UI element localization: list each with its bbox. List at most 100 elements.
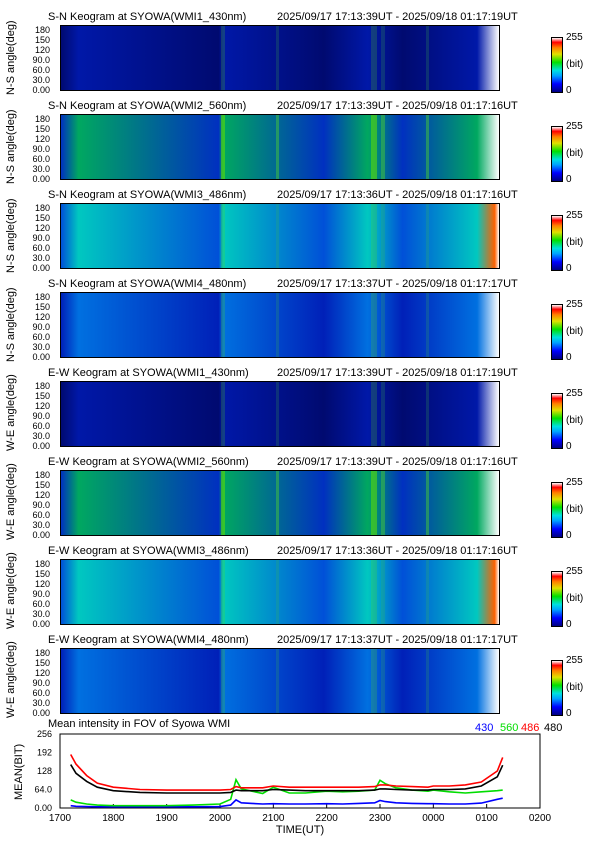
keogram-image (60, 25, 500, 91)
colorbar-max-label: 255 (566, 388, 583, 399)
panel-title: E-W Keogram at SYOWA(WMI4_480nm) 2025/09/… (48, 634, 518, 646)
colorbar-max-label: 255 (566, 121, 583, 132)
colorbar (551, 37, 563, 93)
auroral-band (371, 204, 377, 268)
auroral-band (221, 204, 225, 268)
colorbar-unit-label: (bit) (566, 59, 584, 70)
y-tick-label: 90.0 (32, 233, 50, 243)
y-tick-label: 90.0 (32, 589, 50, 599)
panel-title: E-W Keogram at SYOWA(WMI1_430nm) 2025/09/… (48, 367, 518, 379)
auroral-band (426, 115, 429, 179)
auroral-band (426, 293, 429, 357)
colorbar-max-label: 255 (566, 32, 583, 43)
colorbar (551, 571, 563, 627)
auroral-band (276, 649, 279, 713)
colorbar-min-label: 0 (566, 441, 572, 452)
panel-time-range: 2025/09/17 17:13:39UT - 2025/09/18 01:17… (277, 100, 518, 112)
panel-time-range: 2025/09/17 17:13:39UT - 2025/09/18 01:17… (277, 11, 518, 23)
x-tick-label: 0000 (422, 813, 445, 824)
colorbar-min-label: 0 (566, 352, 572, 363)
y-tick-label: 30.0 (32, 520, 50, 530)
auroral-band (381, 649, 385, 713)
y-tick-label: 30.0 (32, 698, 50, 708)
y-tick-label: 120 (34, 579, 50, 589)
y-tick-label: 30.0 (32, 609, 50, 619)
colorbar-unit-label: (bit) (566, 415, 584, 426)
keogram-image (60, 559, 500, 625)
x-tick-label: 0200 (529, 813, 552, 824)
panel-time-range: 2025/09/17 17:13:37UT - 2025/09/18 01:17… (277, 278, 518, 290)
panel-title: S-N Keogram at SYOWA(WMI3_486nm) 2025/09/… (48, 189, 518, 201)
y-tick-label: 150 (34, 658, 50, 668)
panel-title: E-W Keogram at SYOWA(WMI2_560nm) 2025/09/… (48, 456, 518, 468)
auroral-band (426, 471, 429, 535)
auroral-band (371, 293, 377, 357)
y-tick-label: 150 (34, 569, 50, 579)
y-tick-label: 150 (34, 213, 50, 223)
colorbar-unit-label: (bit) (566, 148, 584, 159)
auroral-band (276, 26, 279, 90)
y-tick-label: 120 (34, 134, 50, 144)
auroral-band (221, 471, 225, 535)
series-line-430 (70, 797, 503, 808)
y-tick-label: 120 (34, 490, 50, 500)
colorbar-min-label: 0 (566, 530, 572, 541)
x-tick-label: 2300 (369, 813, 392, 824)
y-tick-label: 120 (34, 668, 50, 678)
y-tick-label: 120 (34, 312, 50, 322)
panel-title: S-N Keogram at SYOWA(WMI4_480nm) 2025/09/… (48, 278, 518, 290)
auroral-band (276, 115, 279, 179)
panel-title-text: S-N Keogram at SYOWA(WMI2_560nm) (48, 100, 247, 112)
colorbar-unit-label: (bit) (566, 504, 584, 515)
y-tick-label: 120 (34, 401, 50, 411)
panel-title: S-N Keogram at SYOWA(WMI1_430nm) 2025/09/… (48, 11, 518, 23)
y-tick-label: 30.0 (32, 75, 50, 85)
auroral-band (371, 26, 377, 90)
auroral-band (371, 649, 377, 713)
y-tick-label: 60.0 (32, 421, 50, 431)
auroral-band (276, 382, 279, 446)
y-tick-label: 180 (34, 203, 50, 213)
auroral-band (221, 382, 225, 446)
y-tick-label: 30.0 (32, 253, 50, 263)
y-tick-label: 192 (37, 748, 52, 758)
auroral-band (221, 26, 225, 90)
auroral-band (381, 115, 385, 179)
auroral-band (221, 649, 225, 713)
y-tick-label: 180 (34, 470, 50, 480)
y-tick-label: 30.0 (32, 431, 50, 441)
auroral-band (221, 560, 225, 624)
x-tick-label: 2000 (209, 813, 232, 824)
y-tick-label: 60.0 (32, 510, 50, 520)
y-tick-label: 150 (34, 124, 50, 134)
chart-ylabel: MEAN(BIT) (13, 744, 25, 800)
auroral-band (276, 560, 279, 624)
panel-title-text: S-N Keogram at SYOWA(WMI4_480nm) (48, 278, 247, 290)
y-tick-label: 150 (34, 302, 50, 312)
x-tick-label: 0100 (476, 813, 499, 824)
y-tick-label: 150 (34, 480, 50, 490)
y-tick-label: 90.0 (32, 55, 50, 65)
auroral-band (371, 471, 377, 535)
y-tick-label: 120 (34, 45, 50, 55)
y-tick-label: 150 (34, 35, 50, 45)
auroral-band (371, 382, 377, 446)
colorbar (551, 126, 563, 182)
panel-title-text: E-W Keogram at SYOWA(WMI3_486nm) (48, 545, 249, 557)
keogram-image (60, 292, 500, 358)
keogram-image (60, 648, 500, 714)
y-tick-label: 60.0 (32, 243, 50, 253)
colorbar-min-label: 0 (566, 85, 572, 96)
colorbar-unit-label: (bit) (566, 682, 584, 693)
panel-title-text: S-N Keogram at SYOWA(WMI3_486nm) (48, 189, 247, 201)
panel-time-range: 2025/09/17 17:13:39UT - 2025/09/18 01:17… (277, 456, 518, 468)
colorbar (551, 482, 563, 538)
panel-title-text: E-W Keogram at SYOWA(WMI2_560nm) (48, 456, 249, 468)
auroral-band (381, 204, 385, 268)
keogram-image (60, 203, 500, 269)
panel-title-text: S-N Keogram at SYOWA(WMI1_430nm) (48, 11, 247, 23)
chart-frame (59, 733, 541, 809)
y-tick-label: 0.00 (32, 619, 50, 629)
colorbar-min-label: 0 (566, 174, 572, 185)
auroral-band (381, 382, 385, 446)
